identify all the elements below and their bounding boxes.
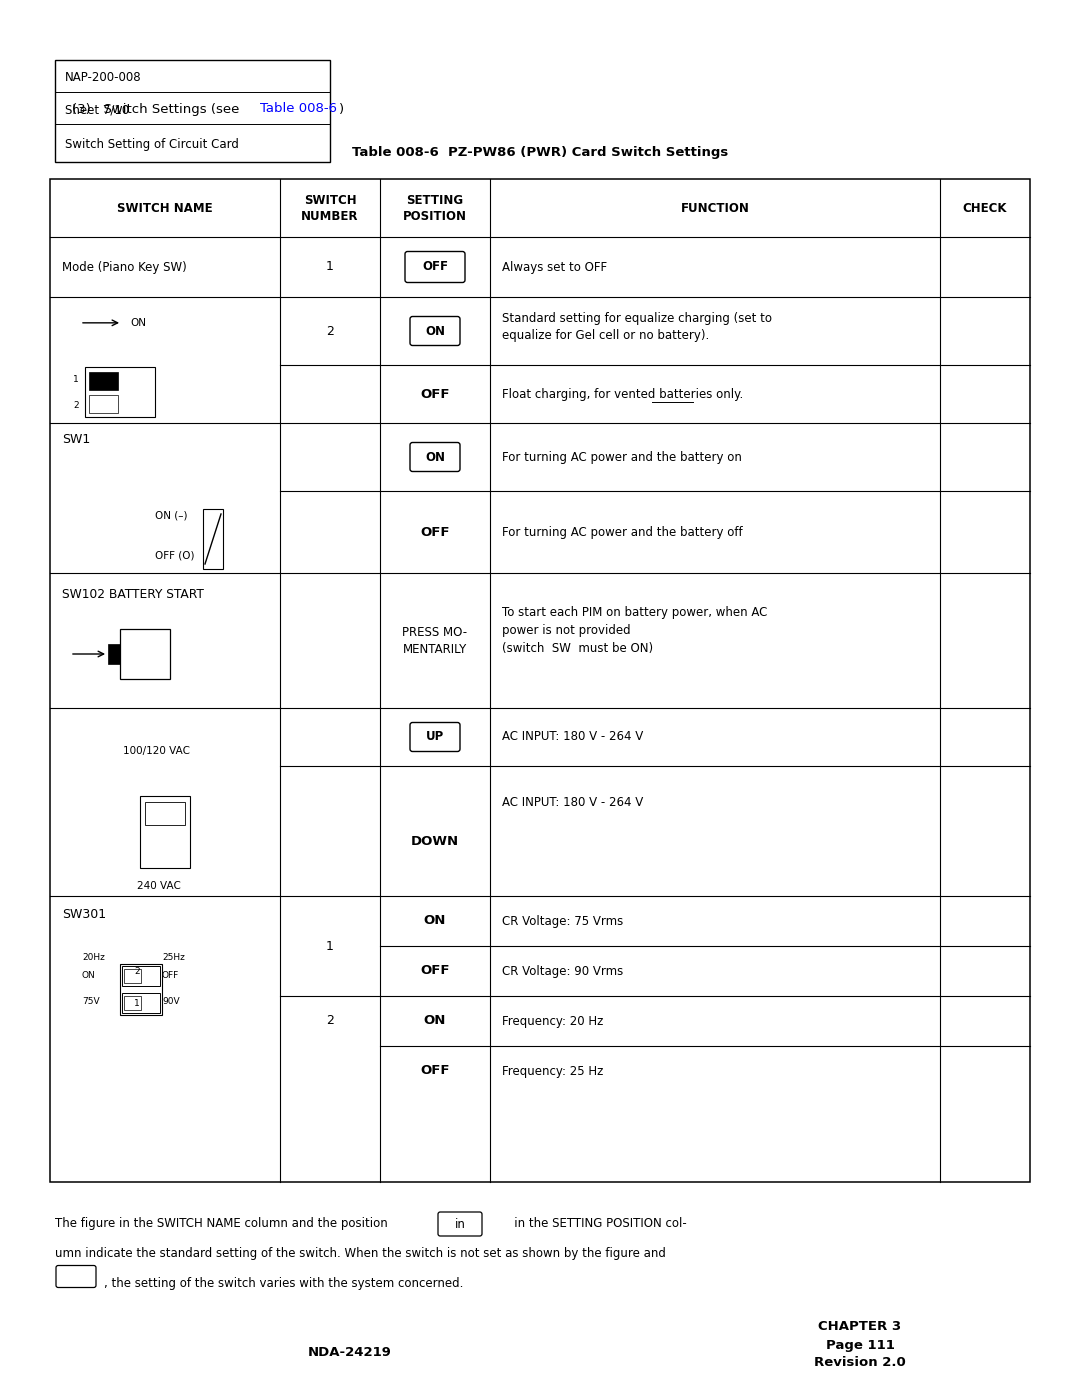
Text: OFF: OFF xyxy=(420,387,449,401)
Text: in the SETTING POSITION col-: in the SETTING POSITION col- xyxy=(488,1217,687,1229)
Text: OFF: OFF xyxy=(420,525,449,538)
Bar xyxy=(89,372,119,390)
Text: 1: 1 xyxy=(326,940,334,953)
Text: ON: ON xyxy=(423,1014,446,1028)
Text: 2: 2 xyxy=(326,1014,334,1028)
Bar xyxy=(124,970,141,983)
Bar xyxy=(120,964,162,1016)
Text: ON: ON xyxy=(423,915,446,928)
Text: SW301: SW301 xyxy=(62,908,106,921)
FancyBboxPatch shape xyxy=(438,1213,482,1236)
Text: For turning AC power and the battery on: For turning AC power and the battery on xyxy=(502,450,742,464)
Text: ON: ON xyxy=(426,450,445,464)
Text: 2: 2 xyxy=(326,324,334,338)
Text: ON (–): ON (–) xyxy=(156,510,188,520)
Text: 75V: 75V xyxy=(82,997,99,1006)
FancyBboxPatch shape xyxy=(410,317,460,345)
Text: Sheet 7/10: Sheet 7/10 xyxy=(65,103,130,116)
Bar xyxy=(124,996,141,1010)
Bar xyxy=(89,395,119,414)
Text: 100/120 VAC: 100/120 VAC xyxy=(123,746,190,756)
Text: 25Hz: 25Hz xyxy=(162,953,185,961)
Text: 1: 1 xyxy=(73,374,79,384)
Text: ON: ON xyxy=(82,971,96,981)
Text: Float charging, for vented batteries only.: Float charging, for vented batteries onl… xyxy=(502,387,743,401)
Bar xyxy=(85,367,156,416)
Text: 240 VAC: 240 VAC xyxy=(137,882,180,891)
FancyBboxPatch shape xyxy=(56,1266,96,1288)
Text: Table 008-6: Table 008-6 xyxy=(260,102,337,116)
Text: OFF: OFF xyxy=(162,971,179,981)
Text: umn indicate the standard setting of the switch. When the switch is not set as s: umn indicate the standard setting of the… xyxy=(55,1248,666,1260)
Text: SWITCH NAME: SWITCH NAME xyxy=(118,201,213,215)
FancyBboxPatch shape xyxy=(410,722,460,752)
Text: UP: UP xyxy=(426,731,444,743)
Text: Always set to OFF: Always set to OFF xyxy=(502,260,607,274)
Bar xyxy=(145,802,185,824)
Text: AC INPUT: 180 V - 264 V: AC INPUT: 180 V - 264 V xyxy=(502,796,644,809)
Text: Frequency: 25 Hz: Frequency: 25 Hz xyxy=(502,1065,604,1077)
Text: SW1: SW1 xyxy=(62,433,91,446)
Text: SWITCH
NUMBER: SWITCH NUMBER xyxy=(301,194,359,222)
Text: Table 008-6  PZ-PW86 (PWR) Card Switch Settings: Table 008-6 PZ-PW86 (PWR) Card Switch Se… xyxy=(352,145,728,158)
Text: 2: 2 xyxy=(134,968,140,977)
Text: CR Voltage: 75 Vrms: CR Voltage: 75 Vrms xyxy=(502,915,623,928)
Text: 1: 1 xyxy=(326,260,334,274)
Text: NDA-24219: NDA-24219 xyxy=(308,1345,392,1358)
Text: 2: 2 xyxy=(73,401,79,409)
Text: ): ) xyxy=(338,102,343,116)
Text: OFF: OFF xyxy=(422,260,448,274)
Text: , the setting of the switch varies with the system concerned.: , the setting of the switch varies with … xyxy=(104,1277,463,1289)
Text: CR Voltage: 90 Vrms: CR Voltage: 90 Vrms xyxy=(502,964,623,978)
Text: Standard setting for equalize charging (set to
equalize for Gel cell or no batte: Standard setting for equalize charging (… xyxy=(502,312,772,342)
Bar xyxy=(120,629,170,679)
Bar xyxy=(50,179,1030,1182)
FancyBboxPatch shape xyxy=(405,251,465,282)
Text: in: in xyxy=(455,1218,465,1231)
Text: 1: 1 xyxy=(134,999,140,1007)
Bar xyxy=(108,644,120,664)
Text: CHAPTER 3
Page 111
Revision 2.0: CHAPTER 3 Page 111 Revision 2.0 xyxy=(814,1320,906,1369)
Text: For turning AC power and the battery off: For turning AC power and the battery off xyxy=(502,525,743,538)
Text: OFF: OFF xyxy=(420,964,449,978)
Text: ON: ON xyxy=(130,319,146,328)
Text: ON: ON xyxy=(426,324,445,338)
Text: SW102 BATTERY START: SW102 BATTERY START xyxy=(62,588,204,601)
Text: SETTING
POSITION: SETTING POSITION xyxy=(403,194,467,222)
Bar xyxy=(203,509,222,569)
Bar xyxy=(55,60,330,162)
Text: NAP-200-008: NAP-200-008 xyxy=(65,71,141,84)
Text: AC INPUT: 180 V - 264 V: AC INPUT: 180 V - 264 V xyxy=(502,731,644,743)
Text: PRESS MO-
MENTARILY: PRESS MO- MENTARILY xyxy=(403,626,468,655)
Text: OFF: OFF xyxy=(420,1065,449,1077)
Text: (3)   Switch Settings (see: (3) Switch Settings (see xyxy=(72,102,240,116)
Text: Mode (Piano Key SW): Mode (Piano Key SW) xyxy=(62,260,187,274)
Text: CHECK: CHECK xyxy=(962,201,1008,215)
Text: Switch Setting of Circuit Card: Switch Setting of Circuit Card xyxy=(65,138,239,151)
Text: Frequency: 20 Hz: Frequency: 20 Hz xyxy=(502,1014,604,1028)
Text: OFF (O): OFF (O) xyxy=(156,550,194,560)
Text: 20Hz: 20Hz xyxy=(82,953,105,961)
Bar xyxy=(140,796,190,868)
Text: FUNCTION: FUNCTION xyxy=(680,201,750,215)
FancyBboxPatch shape xyxy=(410,443,460,472)
Text: DOWN: DOWN xyxy=(410,835,459,848)
Bar xyxy=(122,965,160,986)
Text: To start each PIM on battery power, when AC
power is not provided
(switch  SW  m: To start each PIM on battery power, when… xyxy=(502,606,768,655)
Text: The figure in the SWITCH NAME column and the position: The figure in the SWITCH NAME column and… xyxy=(55,1217,388,1229)
Bar xyxy=(122,993,160,1013)
Text: 90V: 90V xyxy=(162,997,179,1006)
